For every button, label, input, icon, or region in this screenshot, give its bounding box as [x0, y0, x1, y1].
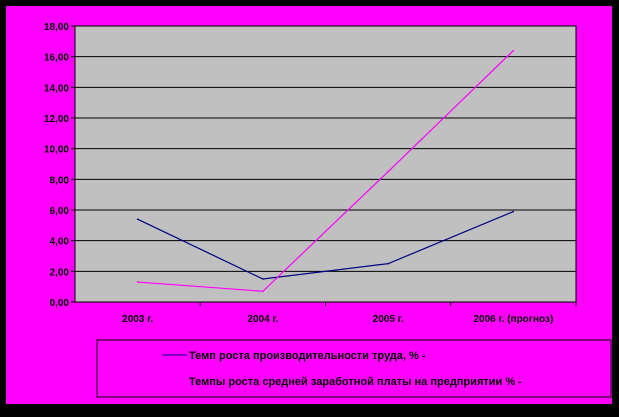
- y-tick-label: 8,00: [50, 175, 70, 186]
- y-tick-label: 16,00: [44, 53, 69, 64]
- data-point: [262, 278, 264, 280]
- data-point: [512, 49, 515, 52]
- series-line-productivity: [137, 210, 514, 280]
- y-tick-label: 4,00: [50, 237, 70, 248]
- data-point: [387, 262, 389, 265]
- data-point: [262, 290, 264, 293]
- y-tick-label: 0,00: [50, 298, 70, 309]
- series-lines: [136, 49, 515, 293]
- data-point: [512, 210, 515, 213]
- data-point: [136, 281, 139, 283]
- x-tick-label: 2004 г.: [247, 314, 278, 325]
- legend-box: [96, 339, 612, 398]
- data-point: [136, 218, 139, 220]
- plot-area: [74, 25, 577, 303]
- series-line-salary: [137, 50, 514, 292]
- y-tick-label: 2,00: [50, 267, 70, 278]
- x-axis-tick-labels: 2003 г. 2004 г. 2005 г. 2006 г. (прогноз): [122, 302, 577, 325]
- y-tick-label: 14,00: [44, 83, 69, 94]
- gridlines: [71, 25, 576, 303]
- y-axis-tick-labels: 0,00 2,00 4,00 6,00 8,00 10,00 12,00 14,00 16,00…: [44, 22, 69, 309]
- x-tick-label: 2005 г.: [373, 314, 404, 325]
- legend-label-productivity: Темп роста производительности труда, % -: [189, 350, 426, 362]
- y-tick-label: 18,00: [44, 22, 69, 33]
- data-point: [387, 170, 389, 173]
- legend-label-salary: Темпы роста средней заработной платы на …: [189, 376, 522, 388]
- y-tick-label: 6,00: [50, 206, 70, 217]
- y-tick-label: 10,00: [44, 145, 69, 156]
- legend: Темп роста производительности труда, % -…: [96, 339, 612, 398]
- x-tick-label: 2003 г.: [122, 314, 153, 325]
- x-tick-label: 2006 г. (прогноз): [473, 314, 553, 325]
- y-tick-label: 12,00: [44, 114, 69, 125]
